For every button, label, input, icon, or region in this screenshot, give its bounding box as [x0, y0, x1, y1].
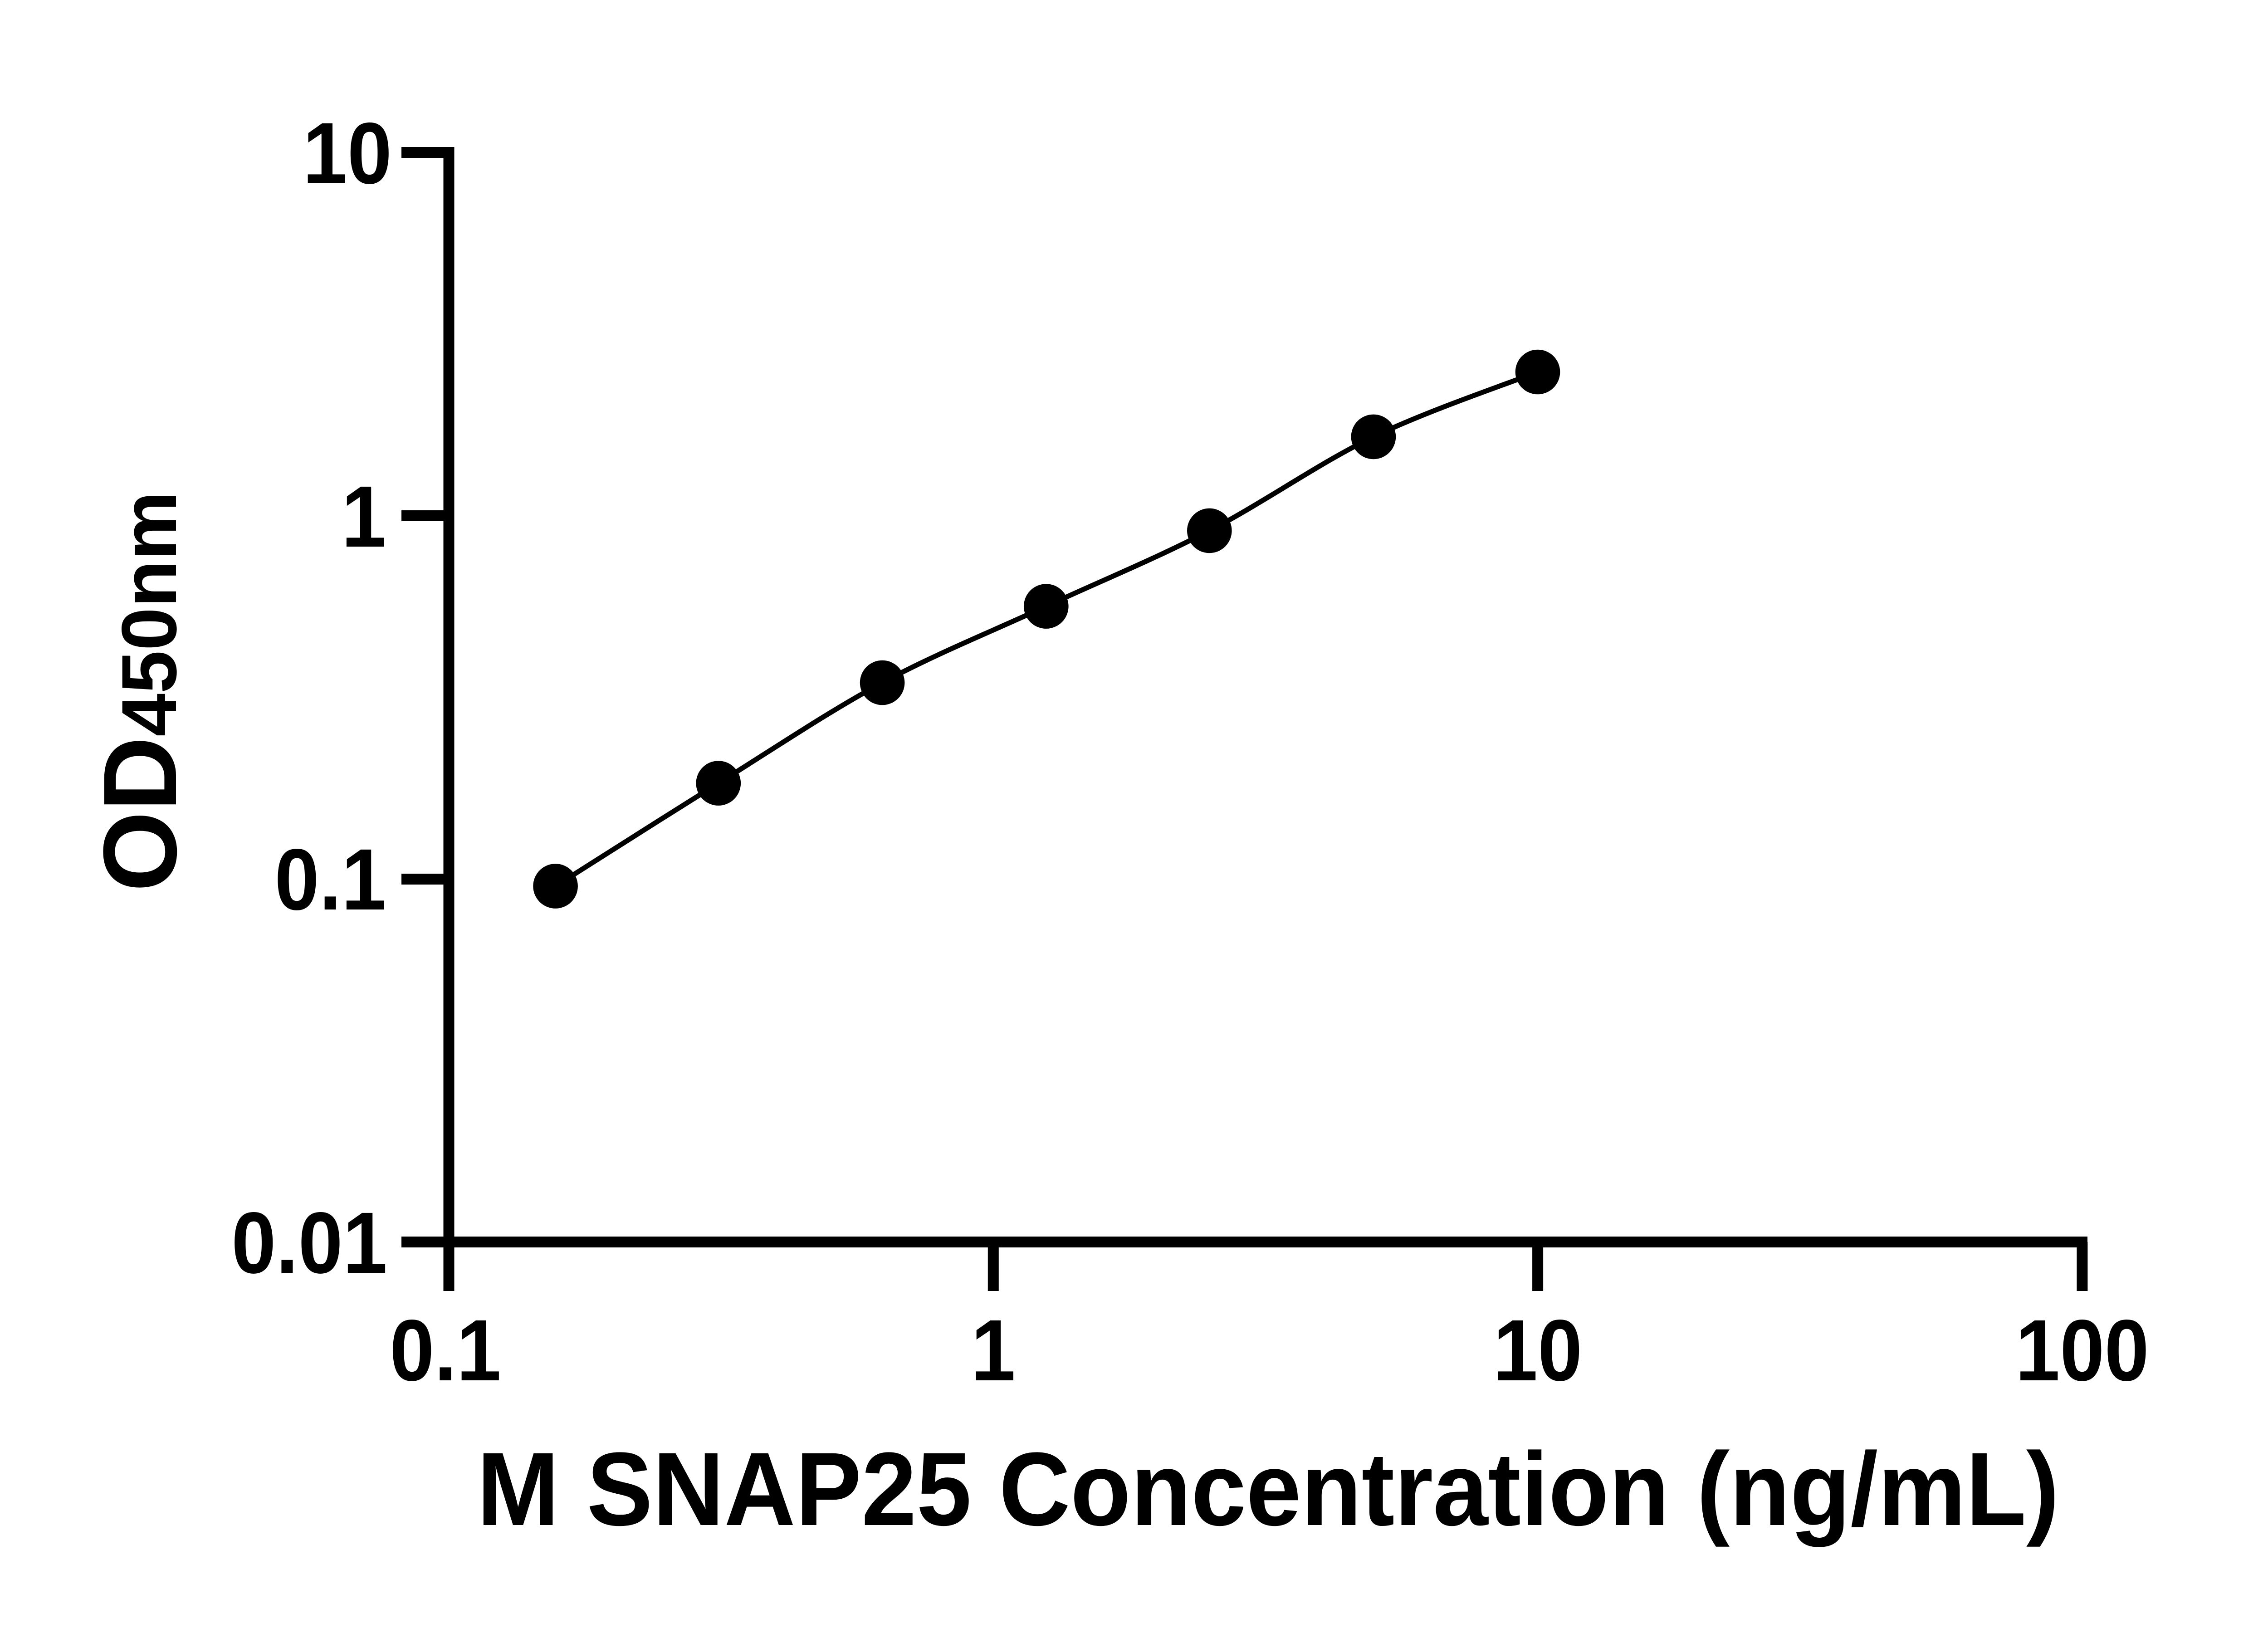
svg-text:M SNAP25 Concentration (ng/mL): M SNAP25 Concentration (ng/mL): [477, 1431, 2059, 1548]
svg-text:0.1: 0.1: [390, 1302, 501, 1399]
svg-text:1: 1: [971, 1302, 1016, 1399]
svg-text:10: 10: [1493, 1302, 1582, 1399]
svg-text:0.01: 0.01: [231, 1194, 387, 1291]
svg-text:100: 100: [2015, 1302, 2149, 1399]
svg-text:OD450nm: OD450nm: [82, 491, 198, 892]
svg-text:0.1: 0.1: [274, 831, 386, 928]
svg-text:10: 10: [303, 105, 392, 202]
svg-text:1: 1: [342, 468, 386, 565]
